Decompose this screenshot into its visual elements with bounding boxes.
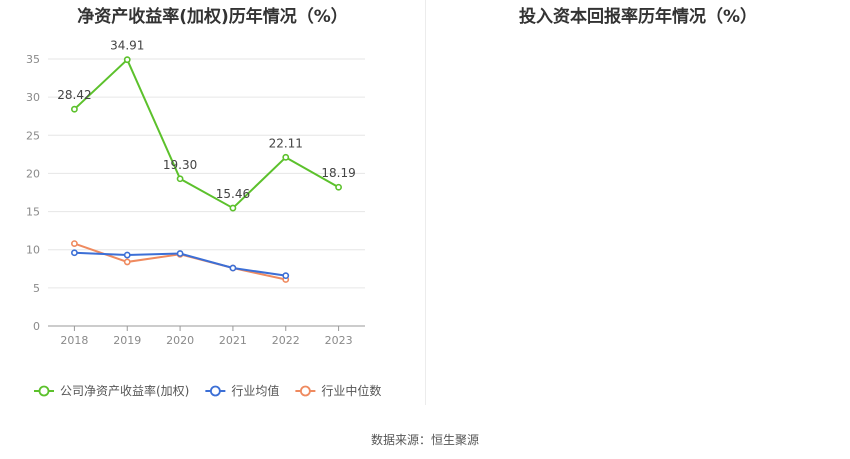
y-tick-label: 25 (26, 129, 40, 142)
x-tick-label: 2019 (113, 334, 141, 347)
legend-marker (299, 385, 311, 397)
data-label: 18.19 (321, 166, 355, 180)
data-point (71, 105, 78, 113)
roe-chart: 0 5 10 15 20 25 30 35 2018 2019 2020 2021 2022 2023 28… (26, 39, 381, 398)
y-tick-label: 15 (26, 206, 40, 219)
data-point (123, 258, 131, 266)
data-point (176, 250, 184, 257)
data-source-note: 数据来源：恒生聚源 (370, 433, 479, 447)
data-label: 34.91 (110, 39, 144, 53)
data-point (71, 240, 78, 248)
data-point (335, 183, 342, 191)
y-tick-label: 10 (26, 244, 40, 257)
data-point (123, 251, 131, 259)
data-point (282, 153, 290, 161)
data-point (123, 56, 131, 64)
roic-chart: 05101520253020182019202020212022202323.4… (426, 0, 850, 410)
y-tick-label: 0 (33, 320, 40, 333)
x-tick-label: 2020 (166, 334, 194, 347)
chart-panel-roic: 投入资本回报率历年情况（%） 0510152025302018201920202… (426, 0, 850, 410)
chart-title: 投入资本回报率历年情况（%） (518, 7, 758, 27)
y-tick-label: 20 (26, 167, 40, 180)
legend-label: 公司净资产收益率(加权) (60, 383, 189, 398)
x-tick-label: 2022 (272, 334, 300, 347)
x-tick-label: 2021 (219, 334, 247, 347)
series-line (73, 57, 340, 210)
chart-title: 净资产收益率(加权)历年情况（%） (77, 7, 348, 27)
y-tick-label: 5 (33, 282, 40, 295)
chart-panel-roe: 净资产收益率(加权)历年情况（%） 0 5 10 15 20 25 30 35 2018 2019… (0, 0, 425, 410)
data-label: 22.11 (269, 136, 303, 150)
data-label: 19.30 (163, 158, 197, 172)
data-point (229, 264, 237, 272)
legend-marker (38, 385, 50, 397)
data-point (282, 272, 290, 280)
legend-label: 行业均值 (231, 383, 279, 398)
panel-divider (425, 0, 426, 405)
x-tick-label: 2023 (325, 334, 353, 347)
legend-label: 行业中位数 (321, 383, 381, 398)
y-tick-label: 30 (26, 91, 40, 104)
data-label: 15.46 (216, 187, 250, 201)
x-tick-label: 2018 (60, 334, 88, 347)
data-point (176, 175, 184, 183)
series-line (74, 242, 286, 281)
data-point (229, 204, 237, 212)
data-label: 28.42 (57, 88, 91, 102)
y-tick-label: 35 (26, 53, 40, 66)
data-point (71, 249, 78, 257)
legend-marker (209, 385, 221, 397)
